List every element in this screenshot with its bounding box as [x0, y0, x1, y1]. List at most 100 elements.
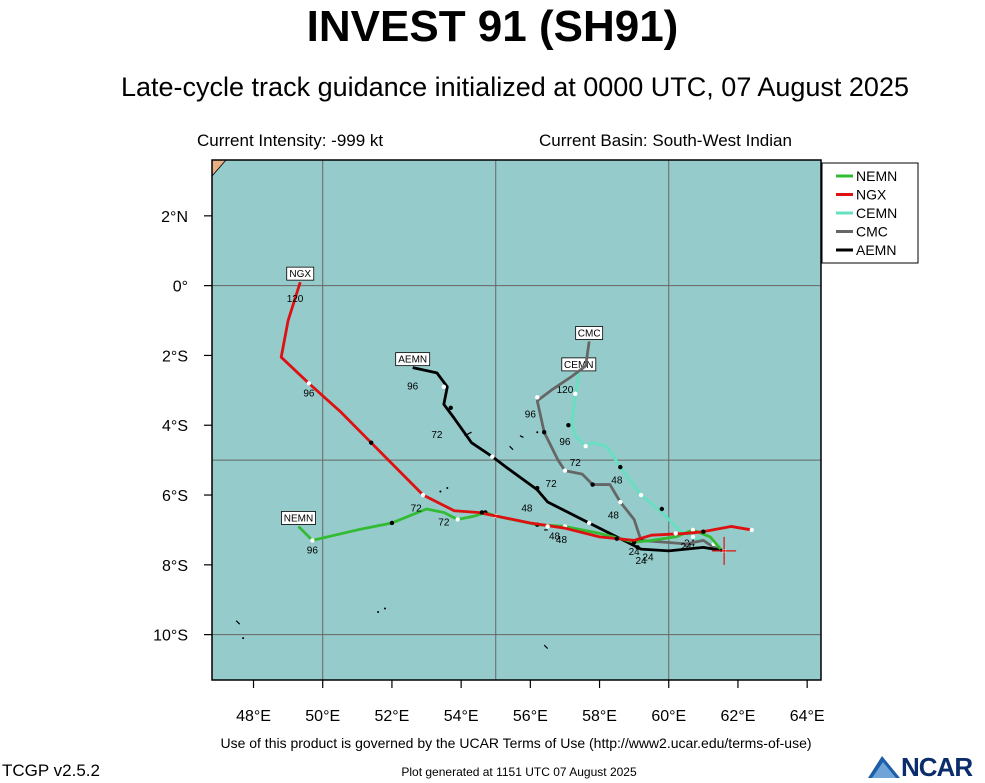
track-marker: [368, 440, 374, 445]
forecast-hour-label: 48: [611, 476, 623, 487]
x-tick-label: 54°E: [444, 708, 479, 725]
track-marker: [541, 430, 547, 435]
y-tick-label: 2°S: [162, 348, 188, 365]
legend-entry: NGX: [856, 187, 887, 203]
forecast-hour-label: 24: [636, 556, 648, 567]
forecast-hour-label: 96: [307, 545, 319, 556]
island: [377, 610, 380, 613]
ocean-background: [212, 160, 821, 680]
track-cmc: 24 48 72 96 CMC: [525, 326, 725, 563]
forecast-hour-label: 48: [521, 504, 533, 515]
track-marker: [389, 520, 395, 526]
track-marker: [618, 499, 623, 505]
track-end-label-box: [575, 326, 604, 340]
x-tick-label: 52°E: [374, 708, 409, 725]
track-marker: [490, 454, 495, 459]
track-marker: [586, 520, 592, 526]
track-line: [570, 372, 725, 553]
legend-entry: CMC: [856, 224, 888, 240]
track-end-label: NGX: [289, 269, 311, 280]
track-marker: [455, 517, 460, 522]
forecast-hour-label: 96: [559, 437, 571, 448]
version-label: TCGP v2.5.2: [2, 761, 100, 780]
x-tick-label: 48°E: [236, 708, 271, 725]
forecast-hour-label: 24: [629, 547, 641, 558]
track-marker: [690, 534, 696, 540]
forecast-hour-label: 96: [525, 409, 537, 420]
current-basin: Current Basin: South-West Indian: [539, 131, 792, 150]
track-end-label: CEMN: [564, 360, 593, 371]
track-aemn: 24 48 72 96 AEMN: [395, 352, 727, 567]
ncar-logo: NCAR: [866, 752, 985, 782]
x-tick-label: 58°E: [582, 708, 617, 725]
forecast-hour-label: 72: [431, 430, 443, 441]
forecast-hour-label: 96: [407, 381, 419, 392]
track-marker: [659, 506, 665, 512]
track-marker: [590, 482, 595, 487]
forecast-hour-label: 24: [642, 552, 654, 563]
track-end-label: CMC: [578, 328, 601, 339]
track-end-label-box: [395, 352, 431, 367]
track-marker: [614, 536, 620, 541]
page-subtitle: Late-cycle track guidance initialized at…: [121, 72, 909, 102]
forecast-hour-label: 72: [570, 458, 582, 469]
track-marker: [618, 464, 623, 470]
track-marker: [448, 405, 453, 410]
track-marker: [583, 443, 588, 449]
track-marker: [566, 423, 571, 428]
track-end-label: NEMN: [284, 513, 313, 524]
track-marker: [749, 527, 754, 533]
forecast-hour-label: 120: [557, 385, 574, 396]
y-tick-label: 2°N: [161, 209, 188, 226]
forecast-hour-label: 72: [411, 504, 423, 515]
track-marker: [310, 538, 315, 543]
island: [536, 431, 539, 434]
map-frame: [211, 159, 822, 681]
ncar-swoosh-icon: [868, 756, 900, 778]
track-marker: [535, 395, 540, 400]
y-tick-label: 8°S: [162, 558, 188, 575]
track-marker: [690, 527, 696, 533]
track-marker: [545, 524, 550, 529]
x-tick-label: 56°E: [513, 708, 548, 725]
current-intensity: Current Intensity: -999 kt: [197, 131, 384, 150]
forecast-hour-label: 24: [680, 542, 692, 553]
forecast-hour-label: 96: [303, 388, 315, 399]
island: [509, 445, 514, 451]
forecast-hour-label: 48: [556, 535, 568, 546]
island: [543, 644, 549, 650]
track-ngx: 24 48 72 96 120 NGX: [279, 266, 754, 553]
forecast-hour-label: 72: [438, 517, 450, 528]
x-tick-label: 64°E: [790, 708, 825, 725]
track-marker: [673, 531, 678, 536]
y-tick-label: 4°S: [162, 418, 188, 435]
track-marker: [638, 492, 644, 498]
track-end-label-box: [281, 511, 316, 525]
forecast-hour-label: 120: [287, 294, 304, 305]
x-tick-label: 50°E: [305, 708, 340, 725]
y-tick-label: 10°S: [153, 628, 188, 645]
x-tick-label: 62°E: [721, 708, 756, 725]
track-marker: [535, 485, 540, 491]
track-marker: [479, 510, 485, 515]
track-end-label: AEMN: [398, 355, 427, 366]
legend-entry: NEMN: [856, 168, 897, 184]
x-tick-label: 60°E: [651, 708, 686, 725]
y-tick-label: 0°: [173, 279, 188, 296]
y-tick-label: 6°S: [162, 488, 188, 505]
legend: NEMN NGX CEMN CMC AEMN: [821, 162, 919, 264]
track-marker: [441, 384, 447, 390]
track-marker: [420, 492, 426, 498]
legend-entry: AEMN: [856, 242, 896, 258]
island: [519, 435, 524, 438]
island: [242, 637, 245, 640]
island: [384, 607, 387, 610]
page-title: INVEST 91 (SH91): [306, 2, 679, 51]
island: [439, 490, 442, 493]
forecast-hour-label: 72: [546, 479, 558, 490]
track-marker: [701, 529, 706, 534]
track-marker: [635, 545, 640, 550]
track-marker: [562, 468, 568, 473]
legend-entry: CEMN: [856, 205, 897, 221]
